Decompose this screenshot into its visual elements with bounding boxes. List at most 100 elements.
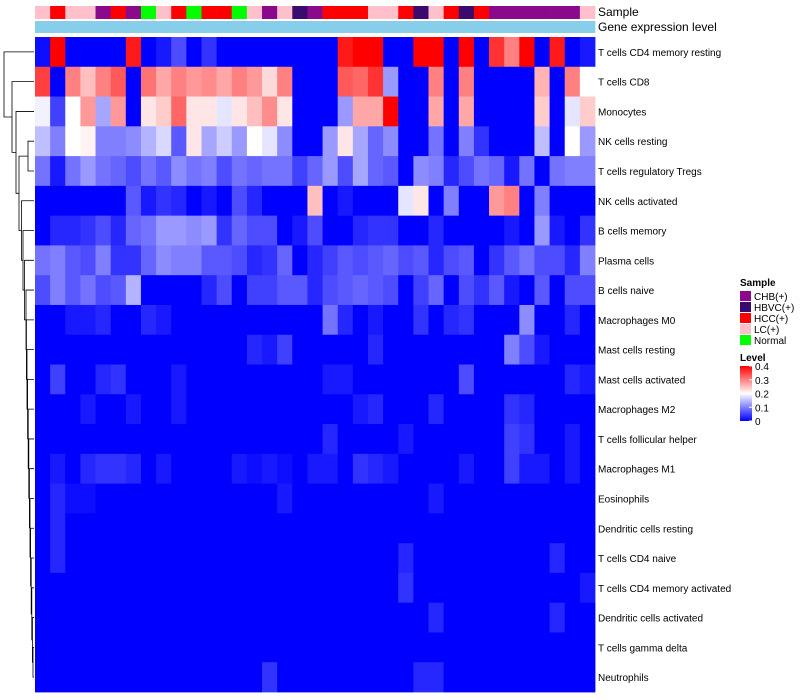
heatmap-cell <box>322 126 339 157</box>
heatmap-cell <box>534 215 550 246</box>
heatmap-cell <box>80 394 96 425</box>
expression-annotation-cell <box>171 21 187 33</box>
heatmap-cell <box>534 275 550 306</box>
heatmap-cell <box>65 483 81 514</box>
heatmap-cell <box>367 424 384 455</box>
heatmap-cell <box>80 96 96 127</box>
heatmap-cell <box>428 662 445 693</box>
heatmap-cell <box>489 662 505 693</box>
heatmap-cell <box>125 275 142 306</box>
heatmap-cell <box>534 543 550 574</box>
heatmap-cell <box>50 453 66 484</box>
heatmap-cell <box>246 275 263 306</box>
heatmap-cell <box>579 543 596 574</box>
heatmap-cell <box>246 96 263 127</box>
heatmap-cell <box>398 275 414 306</box>
heatmap-cell <box>428 304 445 336</box>
dendrogram-branch <box>31 587 34 641</box>
heatmap-cell <box>110 304 127 336</box>
legend-sample-swatch <box>740 302 751 312</box>
heatmap-cell <box>35 424 51 455</box>
heatmap-cell <box>428 424 445 455</box>
heatmap-cell <box>579 215 596 246</box>
heatmap-cell <box>171 37 187 68</box>
heatmap-cell <box>171 96 187 127</box>
heatmap-cell <box>35 126 51 157</box>
heatmap-cell <box>307 215 323 246</box>
heatmap-cell <box>564 513 581 544</box>
heatmap-cell <box>186 483 202 514</box>
heatmap-cell <box>65 156 81 187</box>
heatmap-cell <box>292 632 308 663</box>
heatmap-cell <box>519 394 535 425</box>
heatmap-cell <box>579 245 596 276</box>
heatmap-cell <box>473 453 490 484</box>
heatmap-cell <box>50 602 66 633</box>
heatmap-cell <box>504 275 520 306</box>
heatmap-cell <box>186 334 202 365</box>
heatmap-cell <box>246 126 263 157</box>
heatmap-cell <box>383 37 399 68</box>
heatmap-cell <box>383 632 399 663</box>
heatmap-cell <box>413 275 429 306</box>
heatmap-cell <box>579 66 596 97</box>
heatmap-cell <box>50 37 66 68</box>
sample-annotation-cell <box>337 6 354 19</box>
dendrogram-branch <box>11 81 34 153</box>
heatmap-cell <box>140 572 157 604</box>
heatmap-cell <box>367 453 384 484</box>
heatmap-cell <box>35 662 51 693</box>
expression-annotation-cell <box>216 21 233 33</box>
heatmap-cell <box>534 394 550 425</box>
heatmap-cell <box>322 632 339 663</box>
sample-annotation-cell <box>398 6 414 19</box>
heatmap-cell <box>186 364 202 395</box>
heatmap-cell <box>95 543 112 574</box>
row-label: Macrophages M0 <box>598 316 676 327</box>
heatmap-cell <box>352 602 369 633</box>
heatmap-cell <box>504 543 520 574</box>
heatmap-cell <box>292 394 308 425</box>
heatmap-cell <box>383 156 399 187</box>
heatmap-cell <box>171 424 187 455</box>
heatmap-cell <box>352 543 369 574</box>
heatmap-cell <box>398 424 414 455</box>
sample-annotation-cell <box>413 6 429 19</box>
legend-sample-label: HCC(+) <box>754 314 788 325</box>
heatmap-cell <box>277 602 293 633</box>
heatmap-cell <box>125 304 142 336</box>
heatmap-cell <box>171 543 187 574</box>
annotation-label-sample: Sample <box>598 5 639 19</box>
heatmap-cell <box>201 304 218 336</box>
heatmap-cell <box>95 66 112 97</box>
heatmap-cell <box>246 662 263 693</box>
heatmap-cell <box>307 275 323 306</box>
sample-annotation-cell <box>95 6 111 19</box>
heatmap-cell <box>428 96 445 127</box>
expression-annotation-cell <box>473 21 490 33</box>
heatmap-cell <box>110 424 127 455</box>
heatmap-cell <box>322 304 339 336</box>
heatmap-cell <box>489 96 505 127</box>
heatmap-cell <box>489 66 505 97</box>
heatmap-cell <box>564 66 581 97</box>
heatmap-cell <box>50 424 66 455</box>
row-label: NK cells activated <box>598 197 677 208</box>
heatmap-cell <box>95 453 112 484</box>
heatmap-cell <box>322 453 339 484</box>
heatmap-cell <box>564 37 581 68</box>
heatmap-cell <box>322 334 339 365</box>
heatmap-cell <box>473 513 490 544</box>
heatmap-cell <box>110 37 127 68</box>
sample-annotation-cell <box>186 6 202 19</box>
annotation-label-expression: Gene expression level <box>598 20 717 34</box>
legend-sample-label: CHB(+) <box>754 292 788 303</box>
heatmap-cell <box>95 572 112 604</box>
heatmap-cell <box>549 483 566 514</box>
heatmap-cell <box>201 364 218 395</box>
sample-annotation-cell <box>171 6 187 19</box>
heatmap-cell <box>186 185 202 217</box>
heatmap-cell <box>352 483 369 514</box>
heatmap-cell <box>489 185 505 217</box>
legend-level-label: 0.3 <box>755 376 769 387</box>
